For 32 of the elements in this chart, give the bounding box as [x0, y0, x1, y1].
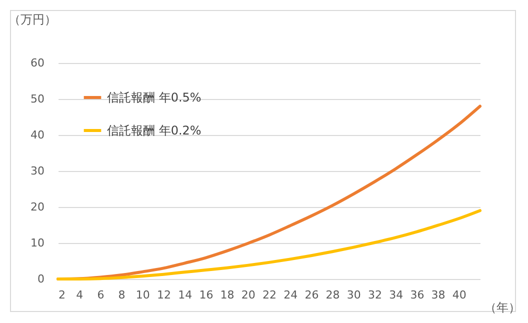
x-tick-label: 10: [136, 288, 150, 302]
x-tick-label: 36: [410, 288, 424, 302]
x-tick-label: 30: [346, 288, 361, 302]
y-tick-label: 0: [38, 272, 44, 286]
y-tick-label: 20: [30, 200, 44, 214]
x-tick-label: 38: [431, 288, 446, 302]
y-tick-label: 10: [30, 236, 44, 250]
line-series: [56, 209, 482, 280]
y-tick-label: 40: [30, 128, 44, 142]
x-tick-label: 16: [199, 288, 214, 302]
x-tick-label: 20: [241, 288, 256, 302]
x-tick-label: 34: [389, 288, 404, 302]
x-axis-title: （年）: [484, 300, 520, 314]
y-tick-label: 60: [30, 56, 44, 70]
y-tick-label: 30: [30, 164, 44, 178]
x-tick-label: 14: [178, 288, 192, 302]
x-tick-label: 28: [326, 288, 340, 302]
x-tick-label: 4: [76, 288, 84, 302]
x-tick-label: 12: [157, 288, 171, 302]
x-tick-label: 24: [284, 288, 298, 302]
x-tick-label: 32: [368, 288, 382, 302]
y-axis-title: （万円）: [8, 12, 56, 26]
y-tick-label: 50: [30, 92, 44, 106]
legend-label: 信託報酬 年0.2%: [107, 124, 202, 138]
x-tick-label: 6: [97, 288, 104, 302]
legend-label: 信託報酬 年0.5%: [107, 90, 202, 104]
x-tick-label: 40: [452, 288, 466, 302]
x-tick-label: 26: [304, 288, 319, 302]
x-tick-label: 2: [58, 288, 66, 302]
x-tick-label: 18: [220, 288, 234, 302]
x-tick-label: 8: [118, 288, 126, 302]
x-tick-label: 22: [262, 288, 276, 302]
